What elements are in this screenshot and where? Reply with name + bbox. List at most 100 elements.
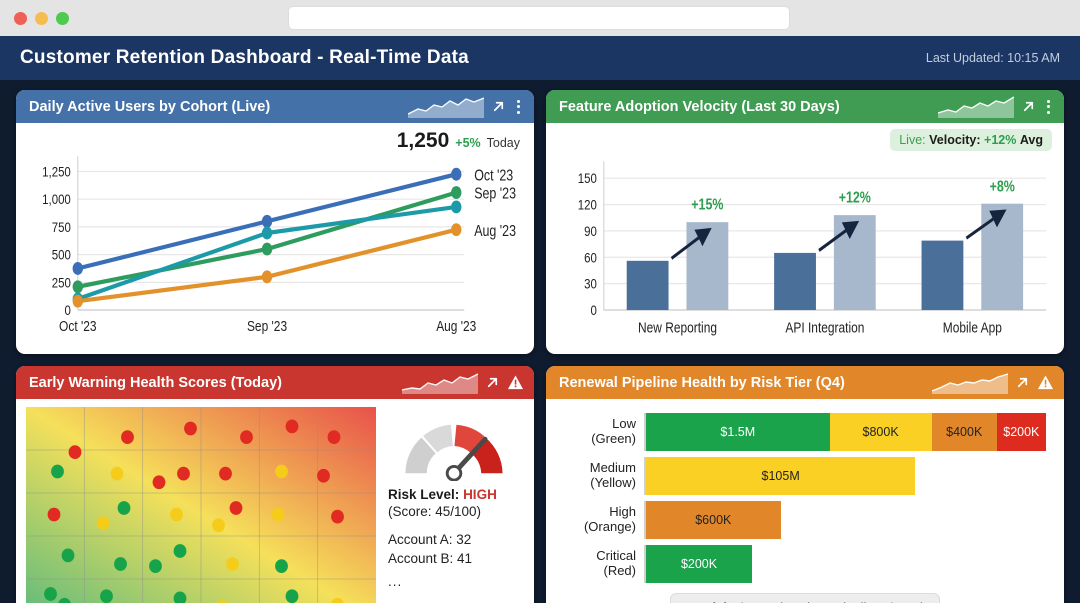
panel-body-renewal-pipeline: Low (Green) $1.5M $800K $400K $200K Medium (Yel…	[546, 399, 1064, 603]
svg-text:90: 90	[584, 223, 597, 240]
tier-bar-segment[interactable]: $200K	[996, 413, 1046, 451]
tier-label: Medium (Yellow)	[556, 457, 644, 495]
svg-text:+12%: +12%	[839, 188, 872, 206]
panel-title-daily-active-users: Daily Active Users by Cohort (Live)	[29, 98, 271, 115]
sparkline-icon	[932, 372, 1008, 394]
panel-early-warning-health: Early Warning Health Scores (Today)	[16, 366, 534, 603]
sparkline-icon	[938, 95, 1014, 118]
tier-label-line2: (Green)	[591, 431, 636, 446]
live-velocity-badge: Live: Velocity: +12% Avg	[890, 129, 1052, 151]
svg-text:30: 30	[584, 275, 597, 292]
tier-bar-segment[interactable]: $600K	[646, 501, 781, 539]
health-score-heatmap[interactable]	[26, 407, 376, 603]
panel-feature-adoption-velocity: Feature Adoption Velocity (Last 30 Days)…	[546, 90, 1064, 354]
panel-header-icons	[938, 95, 1054, 118]
tier-bar-segment[interactable]: $800K	[829, 413, 932, 451]
svg-text:0: 0	[590, 302, 596, 319]
trend-up-arrow-icon[interactable]	[1021, 99, 1036, 114]
at-risk-summary-badge: At-Risk: $2.5M (Total Q4 Pipeline: $10M)	[670, 593, 940, 603]
panel-renewal-pipeline: Renewal Pipeline Health by Risk Tier (Q4…	[546, 366, 1064, 603]
kpi-daily-active-users: 1,250 +5% Today	[397, 129, 520, 153]
feature-adoption-bar-chart[interactable]: 0 30 60 90 120 150 +15% New Reporting +12% API In…	[556, 129, 1054, 346]
svg-text:Oct '23: Oct '23	[474, 166, 513, 184]
panel-header-daily-active-users: Daily Active Users by Cohort (Live)	[16, 90, 534, 123]
panel-header-feature-adoption: Feature Adoption Velocity (Last 30 Days)	[546, 90, 1064, 123]
trend-up-arrow-icon[interactable]	[491, 99, 506, 114]
svg-text:0: 0	[64, 302, 70, 319]
kpi-period: Today	[486, 136, 520, 150]
kpi-delta: +5%	[455, 136, 481, 150]
tier-bar-segment[interactable]: $105M	[646, 457, 916, 495]
more-accounts-indicator: ...	[388, 574, 403, 589]
dashboard-header: Customer Retention Dashboard - Real-Time…	[0, 36, 1080, 80]
account-a-score: Account A: 32	[388, 532, 472, 547]
svg-text:Mobile App: Mobile App	[943, 319, 1002, 336]
tier-label: Critical (Red)	[556, 545, 644, 583]
panel-header-icons	[408, 96, 524, 118]
badge-value: +12%	[984, 133, 1017, 147]
panel-title-feature-adoption: Feature Adoption Velocity (Last 30 Days)	[559, 98, 840, 115]
risk-level-value: HIGH	[463, 487, 497, 502]
tier-bar-segment[interactable]: $200K	[646, 545, 753, 583]
panel-header-icons	[402, 372, 524, 394]
panel-title-health-scores: Early Warning Health Scores (Today)	[29, 374, 282, 391]
svg-text:60: 60	[584, 249, 597, 266]
panel-body-health-scores: Risk Level: HIGH (Score: 45/100) Account…	[16, 399, 534, 603]
panel-header-health-scores: Early Warning Health Scores (Today)	[16, 366, 534, 399]
at-risk-amount: At-Risk: $2.5M	[685, 600, 775, 603]
renewal-tier-row: Low (Green) $1.5M $800K $400K $200K	[556, 413, 1054, 451]
tier-label: Low (Green)	[556, 413, 644, 451]
close-window-button[interactable]	[14, 11, 27, 25]
tier-label-line1: Medium	[589, 460, 636, 476]
address-bar-input[interactable]	[288, 6, 790, 30]
tier-label-line1: Low	[612, 416, 636, 432]
total-pipeline-text: (Total Q4 Pipeline: $10M)	[775, 600, 925, 603]
last-updated-text: Last Updated: 10:15 AM	[925, 51, 1060, 65]
minimize-window-button[interactable]	[35, 11, 48, 25]
svg-text:500: 500	[52, 246, 71, 263]
tier-bar-segment[interactable]: $400K	[931, 413, 997, 451]
trend-up-arrow-icon[interactable]	[1015, 375, 1030, 390]
tier-bar-track: $1.5M $800K $400K $200K	[644, 413, 1054, 451]
kpi-value: 1,250	[396, 129, 450, 152]
tier-label: High (Orange)	[556, 501, 644, 539]
more-options-icon[interactable]	[513, 99, 524, 114]
badge-live-label: Live:	[899, 133, 926, 147]
renewal-tier-rows: Low (Green) $1.5M $800K $400K $200K Medium (Yel…	[556, 413, 1054, 589]
tier-label-line2: (Orange)	[583, 519, 636, 534]
health-summary: Risk Level: HIGH (Score: 45/100) Account…	[382, 407, 524, 603]
risk-score-text: (Score: 45/100)	[388, 504, 482, 519]
trend-up-arrow-icon[interactable]	[485, 375, 500, 390]
svg-text:+8%: +8%	[990, 177, 1016, 195]
badge-suffix: Avg	[1019, 133, 1043, 147]
renewal-tier-row: Critical (Red) $200K	[556, 545, 1054, 583]
svg-text:+15%: +15%	[691, 195, 724, 213]
svg-text:Oct '23: Oct '23	[59, 318, 96, 335]
tier-bar-track: $105M	[644, 457, 1054, 495]
warning-triangle-icon[interactable]	[507, 374, 524, 391]
panel-header-renewal-pipeline: Renewal Pipeline Health by Risk Tier (Q4…	[546, 366, 1064, 399]
risk-gauge	[405, 424, 503, 481]
warning-triangle-icon[interactable]	[1037, 374, 1054, 391]
svg-text:1,000: 1,000	[42, 191, 71, 208]
svg-text:Aug '23: Aug '23	[436, 318, 476, 335]
badge-metric-name: Velocity:	[929, 133, 981, 147]
risk-level-label: Risk Level:	[388, 487, 460, 502]
svg-text:150: 150	[578, 170, 597, 187]
account-b-score: Account B: 41	[388, 551, 473, 566]
tier-bar-segment[interactable]: $1.5M	[646, 413, 830, 451]
svg-text:New Reporting: New Reporting	[638, 319, 717, 336]
svg-text:1,250: 1,250	[42, 163, 71, 180]
dashboard-grid: Daily Active Users by Cohort (Live) 1,25…	[0, 80, 1080, 603]
svg-text:750: 750	[52, 219, 71, 236]
svg-text:API Integration: API Integration	[785, 319, 864, 336]
svg-text:120: 120	[578, 196, 597, 213]
svg-text:Aug '23: Aug '23	[474, 222, 516, 240]
maximize-window-button[interactable]	[56, 11, 69, 25]
more-options-icon[interactable]	[1043, 99, 1054, 114]
tier-bar-track: $200K	[644, 545, 1054, 583]
renewal-tier-row: Medium (Yellow) $105M	[556, 457, 1054, 495]
svg-text:250: 250	[52, 274, 71, 291]
